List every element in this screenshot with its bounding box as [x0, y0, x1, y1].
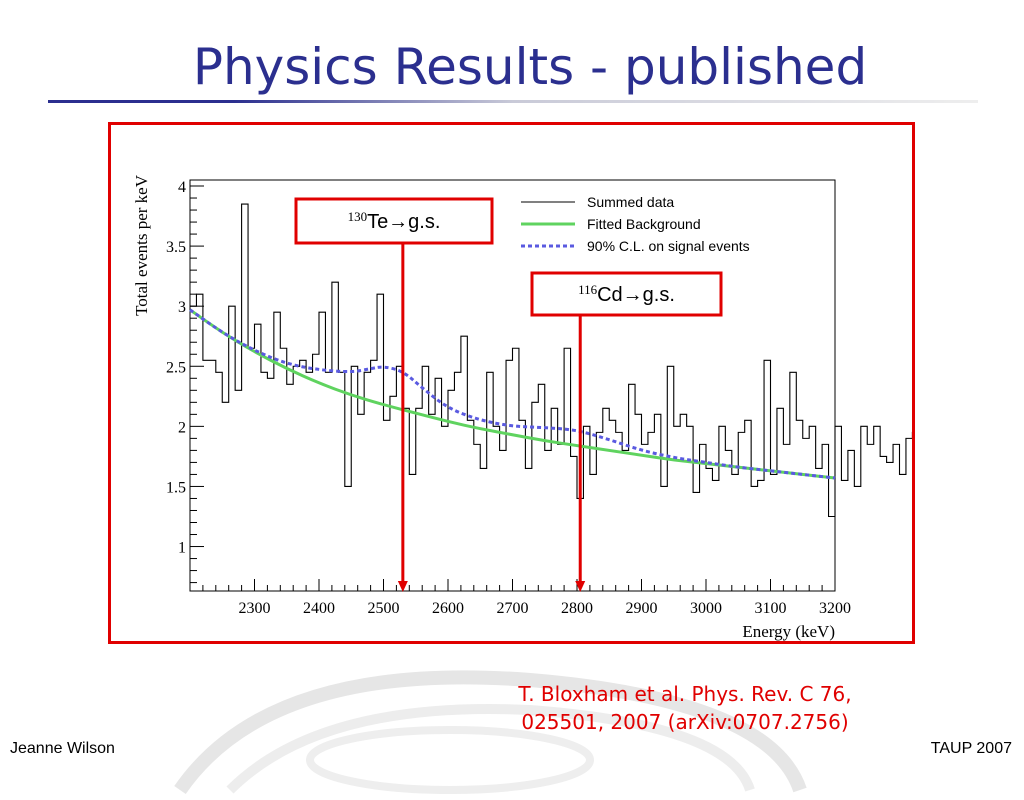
title-underline	[48, 100, 978, 103]
x-tick-label: 3200	[819, 600, 851, 617]
footer-author: Jeanne Wilson	[10, 740, 115, 757]
y-tick-label: 2.5	[166, 359, 186, 376]
x-tick-label: 2400	[303, 600, 335, 617]
annotation-decay-label: Te→g.s.	[367, 211, 440, 233]
x-tick-label: 2800	[561, 600, 593, 617]
histogram-summed-data	[190, 203, 912, 518]
x-tick-label: 2600	[432, 600, 464, 617]
y-tick-label: 2	[178, 419, 186, 436]
y-tick-label: 1	[178, 540, 186, 557]
annotation-box	[294, 197, 494, 245]
annotation-arrowhead	[397, 581, 408, 592]
annotation-label: 116Cd→g.s.	[578, 282, 675, 306]
annotation-mass-number: 116	[578, 282, 598, 297]
slide-title: Physics Results - published	[192, 38, 868, 96]
spectrum-plot: 2300 2400 2500 2600 2700 2800 2900 3000 3100 3200…	[132, 174, 912, 641]
y-tick-label: 3.5	[166, 239, 186, 256]
x-tick-label: 2900	[626, 600, 658, 617]
annotation-box	[530, 271, 723, 317]
x-axis-label: Energy (keV)	[742, 622, 835, 641]
x-tick-label: 3000	[690, 600, 722, 617]
legend-label: Summed data	[587, 194, 674, 210]
cl-90-curve	[189, 308, 836, 480]
citation-line-2: 025501, 2007 (arXiv:0707.2756)	[521, 710, 849, 734]
x-tick-label: 2500	[368, 600, 400, 617]
y-tick-label: 4	[178, 179, 186, 196]
annotation-arrowhead	[575, 581, 586, 592]
annotation-mass-number: 130	[348, 209, 368, 224]
y-axis-label: Total events per keV	[132, 174, 151, 316]
footer-conference: TAUP 2007	[930, 740, 1012, 757]
citation-line-1: T. Bloxham et al. Phys. Rev. C 76,	[518, 682, 852, 706]
y-tick-label: 1.5	[166, 479, 186, 496]
legend-label: Fitted Background	[587, 216, 701, 232]
annotation-decay-label: Cd→g.s.	[597, 284, 675, 306]
citation: T. Bloxham et al. Phys. Rev. C 76, 02550…	[460, 680, 910, 736]
chart-frame: 2300 2400 2500 2600 2700 2800 2900 3000 3100 3200…	[108, 122, 915, 644]
y-tick-label: 3	[178, 299, 186, 316]
x-tick-label: 2700	[497, 600, 529, 617]
legend-label: 90% C.L. on signal events	[587, 238, 750, 254]
annotation-label: 130Te→g.s.	[348, 209, 441, 233]
x-tick-label: 2300	[239, 600, 271, 617]
x-tick-label: 3100	[755, 600, 787, 617]
